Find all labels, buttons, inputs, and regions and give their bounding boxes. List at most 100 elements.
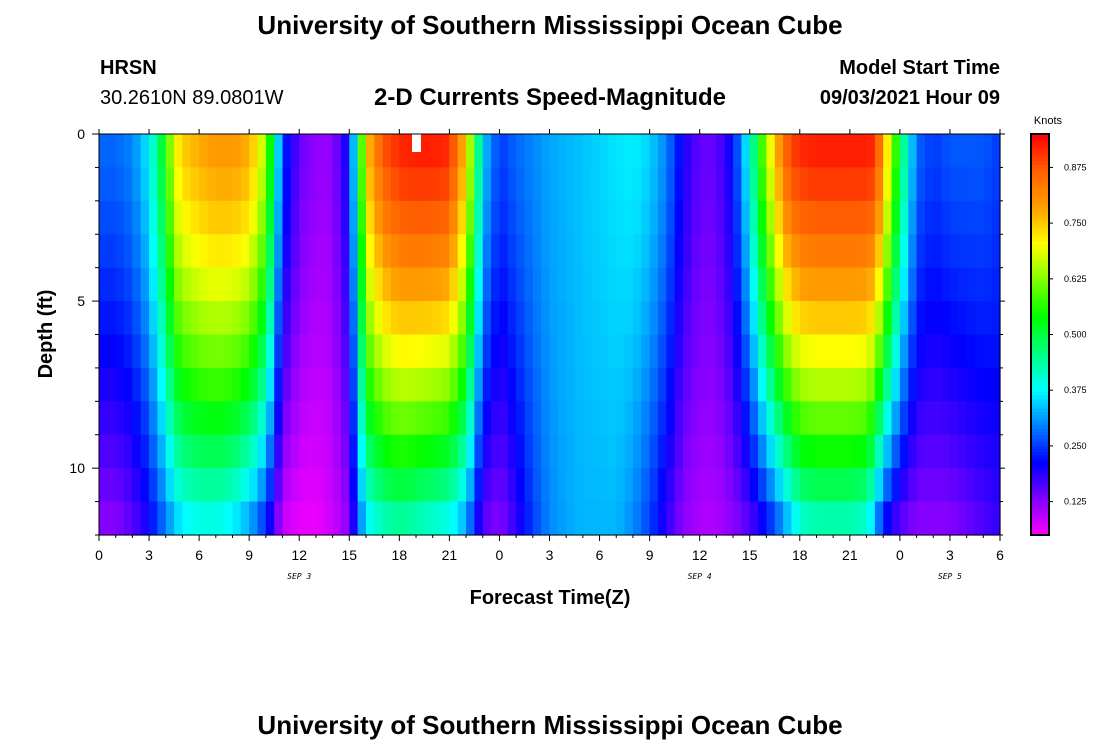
heatmap-cell [207,301,217,336]
heatmap-cell [507,334,517,369]
heatmap-cell [99,501,108,536]
heatmap-cell [616,468,626,503]
heatmap-cell [933,234,943,269]
heatmap-cell [357,301,367,336]
heatmap-cell [774,468,784,503]
heatmap-cell [557,167,567,202]
heatmap-cell [466,468,476,503]
heatmap-cell [916,301,926,336]
heatmap-cell [991,367,1001,402]
heatmap-cell [958,167,968,202]
heatmap-cell [649,134,659,169]
heatmap-cell [124,267,133,302]
heatmap-cell [407,501,417,536]
heatmap-cell [365,334,375,369]
heatmap-cell [332,301,342,336]
heatmap-cell [566,301,576,336]
heatmap-cell [282,267,292,302]
heatmap-cell [749,434,759,469]
heatmap-cell [441,367,450,402]
heatmap-cell [449,501,459,536]
y-tick-label: 0 [77,126,85,142]
heatmap-cell [507,267,517,302]
colorbar-tick-label: 0.750 [1064,218,1087,228]
heatmap-cell [949,501,959,536]
heatmap-cell [199,334,209,369]
heatmap-cell [933,501,943,536]
heatmap-cell [716,468,726,503]
heatmap-cell [849,234,859,269]
heatmap-cell [107,167,117,202]
heatmap-cell [299,134,309,169]
colorbar-swatch [1031,321,1049,326]
heatmap-cell [332,267,342,302]
heatmap-cell [99,301,108,336]
heatmap-cell [699,434,709,469]
heatmap-cell [983,334,993,369]
heatmap-cell [482,501,492,536]
colorbar-swatch [1031,170,1049,175]
heatmap-cell [257,200,267,235]
colorbar-swatch [1031,157,1049,162]
heatmap-cell [641,468,651,503]
heatmap-cell [424,401,434,436]
heatmap-cell [416,501,425,536]
heatmap-cell [382,267,392,302]
colorbar-swatch [1031,301,1049,306]
heatmap-cell [507,367,517,402]
heatmap-cell [874,167,884,202]
heatmap-cell [115,234,125,269]
heatmap-cell [799,234,809,269]
heatmap-cell [708,468,717,503]
heatmap-cell [774,134,784,169]
heatmap-cell [566,434,576,469]
heatmap-cell [666,267,676,302]
heatmap-cell [340,334,350,369]
heatmap-cell [357,234,367,269]
heatmap-cell [240,434,250,469]
heatmap-cell [741,334,751,369]
heatmap-cell [282,234,292,269]
heatmap-cell [290,267,300,302]
heatmap-cell [682,434,692,469]
heatmap-cell [399,200,409,235]
heatmap-cell [758,367,767,402]
heatmap-cell [441,468,450,503]
colorbar-swatch [1031,204,1049,209]
heatmap-cell [382,501,392,536]
heatmap-cell [699,501,709,536]
colorbar-swatch [1031,237,1049,242]
heatmap-cell [858,501,868,536]
heatmap-cell [274,434,284,469]
heatmap-cell [974,334,984,369]
heatmap-cell [232,301,242,336]
heatmap-cell [174,167,184,202]
heatmap-cell [591,468,601,503]
heatmap-cell [399,501,409,536]
heatmap-cell [591,434,601,469]
heatmap-cell [124,367,133,402]
heatmap-cell [682,501,692,536]
heatmap-cell [933,200,943,235]
heatmap-cell [265,301,275,336]
heatmap-cell [349,334,359,369]
heatmap-cell [549,134,559,169]
heatmap-cell [315,267,325,302]
day-labels: SEP 3 SEP 4 SEP 5 [287,572,962,581]
heatmap-cell [549,468,559,503]
heatmap-cell [858,134,868,169]
heatmap-cell [941,167,951,202]
heatmap-cell [941,434,951,469]
heatmap-cell [841,401,851,436]
heatmap-cell [424,301,434,336]
heatmap-cell [524,267,534,302]
heatmap-cell [382,468,392,503]
heatmap-cell [682,134,692,169]
heatmap-cell [516,334,526,369]
heatmap-cell [324,167,334,202]
colorbar-swatch [1031,374,1049,379]
heatmap-cell [199,134,209,169]
heatmap-cell [441,134,450,169]
heatmap-cell [841,267,851,302]
heatmap-cell [624,267,634,302]
